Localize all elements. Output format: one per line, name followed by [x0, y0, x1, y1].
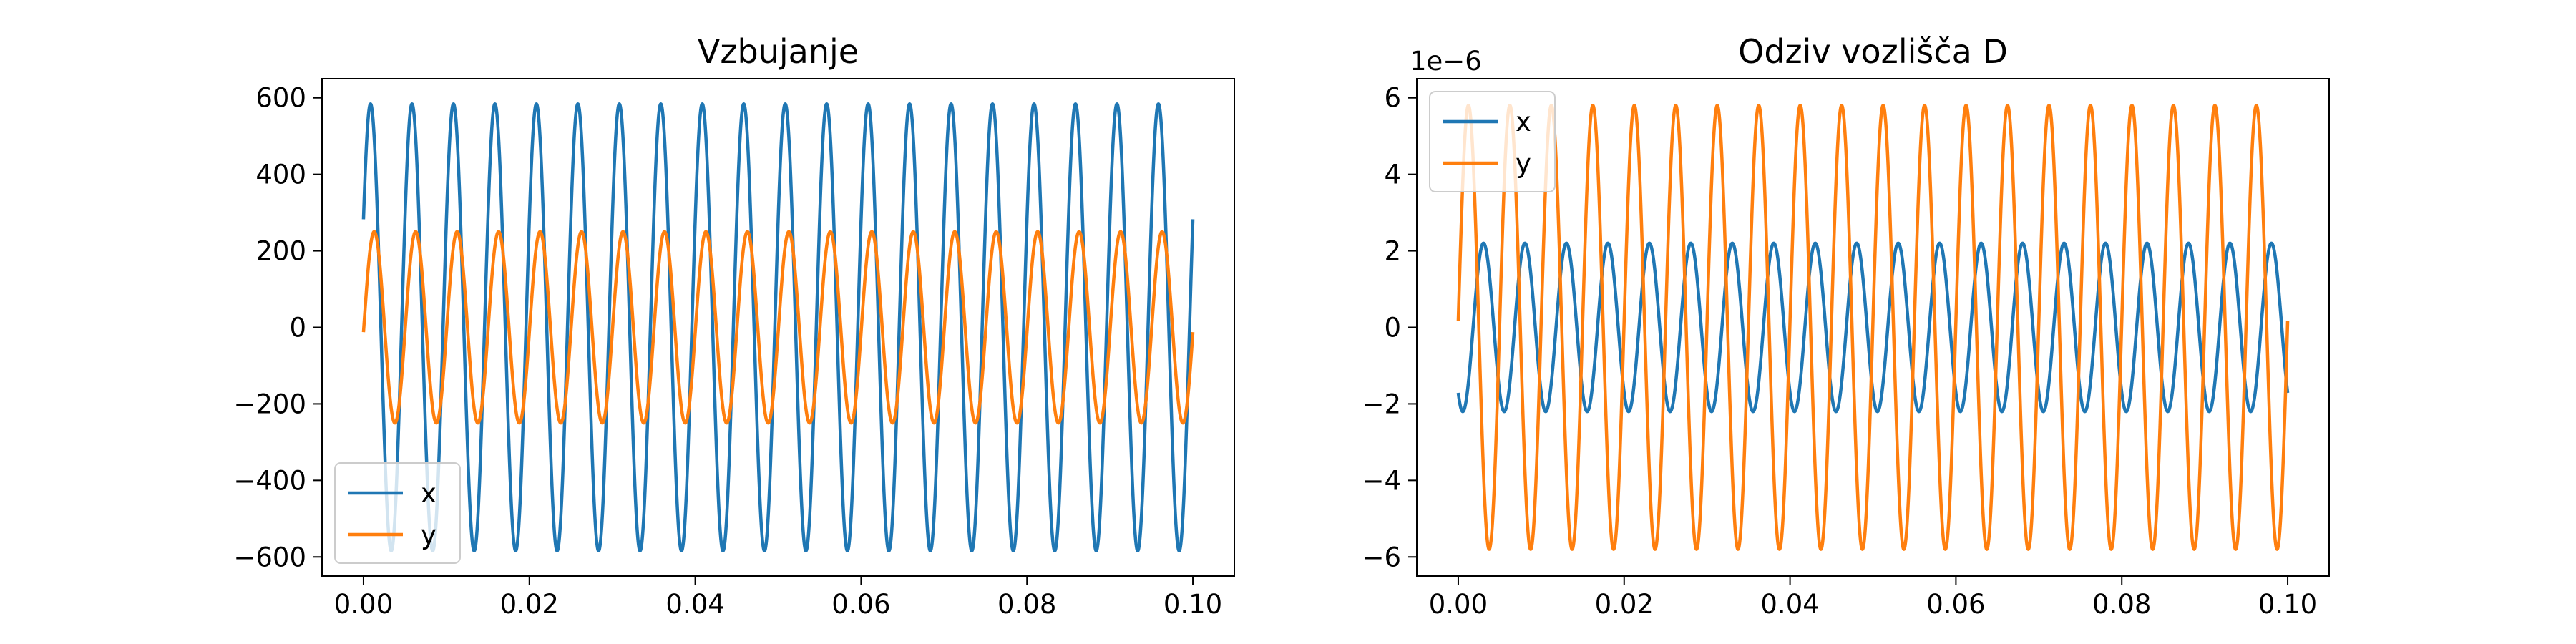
x-tick-label: 0.04: [1760, 589, 1819, 620]
y-tick-label: −200: [233, 389, 306, 419]
legend-label-y: y: [421, 519, 436, 550]
y-tick-label: 600: [255, 83, 306, 114]
x-tick-label: 0.02: [500, 589, 559, 620]
plot-area: [361, 102, 1195, 552]
plot-area: [1456, 104, 2290, 551]
y-tick-label: −400: [233, 465, 306, 496]
legend-box: [334, 462, 461, 564]
legend-label-x: x: [1516, 107, 1531, 137]
legend-label-x: x: [421, 478, 436, 509]
series-line-x: [1456, 241, 2290, 414]
x-tick-label: 0.00: [1429, 589, 1488, 620]
y-tick-label: −2: [1362, 389, 1401, 419]
y-tick-label: 6: [1384, 83, 1401, 114]
x-tick-label: 0.04: [665, 589, 724, 620]
chart-2: 0.00 0.02 0.04 0.06 0.08 0.10 −6 −4 −2 0 2 4 6 Odziv …: [1362, 32, 2330, 620]
y-tick-label: 400: [255, 160, 306, 190]
chart-title: Odziv vozlišča D: [1738, 32, 2008, 71]
y-tick-label: −4: [1362, 465, 1401, 496]
x-tick-label: 0.08: [997, 589, 1056, 620]
y-tick-label: −6: [1362, 542, 1401, 572]
y-tick-label: −600: [233, 542, 306, 572]
y-tick-label: 200: [255, 236, 306, 267]
x-tick-label: 0.06: [1926, 589, 1985, 620]
x-tick-label: 0.06: [831, 589, 890, 620]
x-tick-label: 0.08: [2092, 589, 2151, 620]
x-tick-label: 0.02: [1595, 589, 1654, 620]
series-line-y: [1456, 104, 2290, 551]
series-line-x: [361, 102, 1195, 552]
x-tick-label: 0.10: [1163, 589, 1222, 620]
y-tick-label: 2: [1384, 236, 1401, 267]
y-offset-label: 1e−6: [1410, 46, 1482, 77]
series-line-y: [361, 230, 1195, 425]
chart-title: Vzbujanje: [698, 32, 859, 71]
x-tick-label: 0.10: [2258, 589, 2317, 620]
y-tick-label: 4: [1384, 160, 1401, 190]
legend-label-y: y: [1516, 148, 1531, 179]
chart-1: 0.00 0.02 0.04 0.06 0.08 0.10 −600 −400 −200 0 200…: [233, 32, 1235, 620]
legend: xy: [1429, 91, 1556, 192]
x-tick-label: 0.00: [334, 589, 393, 620]
y-tick-label: 0: [289, 313, 306, 343]
legend: xy: [334, 462, 461, 564]
charts: 0.00 0.02 0.04 0.06 0.08 0.10−600−400−2000200…: [233, 32, 2330, 620]
legend-box: [1429, 91, 1556, 192]
y-tick-label: 0: [1384, 313, 1401, 343]
